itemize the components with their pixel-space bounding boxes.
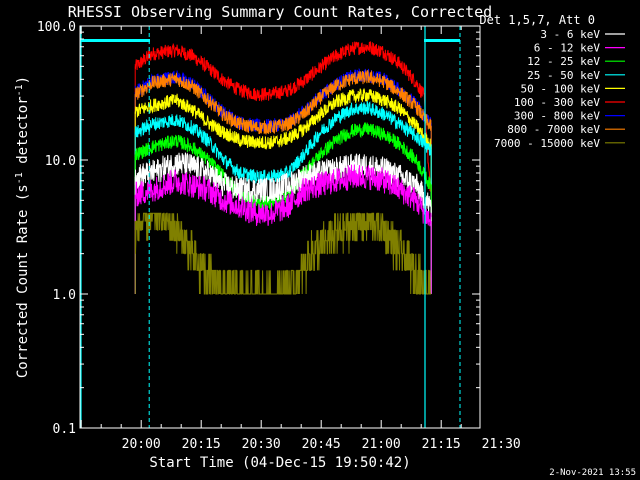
legend-label: 6 - 12 keV [534,42,601,55]
x-tick-label: 21:15 [422,437,461,452]
timestamp: 2-Nov-2021 13:55 [549,468,636,478]
x-tick-label: 20:15 [182,437,221,452]
series-line [134,152,432,215]
x-tick-label: 20:45 [302,437,341,452]
series-line [134,41,432,192]
series-layer [134,41,432,295]
legend-label: 100 - 300 keV [514,96,600,109]
y-axis-label-mid: detector [15,96,31,172]
axis-ticks [80,26,480,429]
plot-area: 100.0 10.0 1.0 0.1 20:00 20:15 20:30 20:45 21:0… [37,20,521,452]
y-tick-label: 100.0 [37,20,76,35]
y-axis-label-sup2: -1 [14,84,25,96]
x-tick-labels: 20:00 20:15 20:30 20:45 21:00 21:15 21:30 [122,437,521,452]
legend-label: 12 - 25 keV [527,55,600,68]
x-tick-label: 20:30 [242,437,281,452]
legend-title: Det 1,5,7, Att 0 [479,13,595,27]
series-line [134,69,432,135]
plot-frame [79,25,481,429]
y-axis-label-main: Corrected Count Rate (s [15,184,31,378]
legend-label: 300 - 800 keV [514,110,600,123]
flag-layer [80,26,461,428]
legend-label: 3 - 6 keV [540,28,600,41]
x-tick-label: 21:00 [362,437,401,452]
legend-label: 7000 - 15000 keV [494,137,600,150]
series-line [134,164,432,227]
y-axis-label-sup1: -1 [14,172,25,184]
series-line [134,88,432,152]
x-tick-label: 21:30 [482,437,521,452]
x-axis-label: Start Time (04-Dec-15 19:50:42) [149,455,410,471]
y-axis-label-end: ) [15,76,31,84]
y-tick-label: 1.0 [53,288,76,303]
legend-label: 25 - 50 keV [527,69,600,82]
x-tick-label: 20:00 [122,437,161,452]
series-line [134,212,432,295]
legend-label: 50 - 100 keV [521,82,601,95]
y-tick-label: 0.1 [53,422,76,437]
y-tick-label: 10.0 [45,154,76,169]
y-axis-label: Corrected Count Rate (s-1 detector-1) [14,76,31,378]
legend-label: 800 - 7000 keV [507,123,600,136]
series-line [134,101,432,185]
y-tick-labels: 100.0 10.0 1.0 0.1 [37,20,76,437]
chart-title: RHESSI Observing Summary Count Rates, Co… [68,3,492,21]
